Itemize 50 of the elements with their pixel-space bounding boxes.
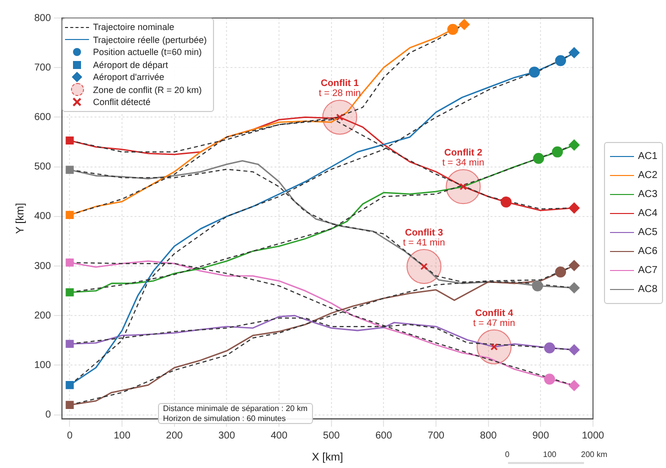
legend-label: AC1 bbox=[637, 150, 658, 164]
text: 0 bbox=[505, 450, 510, 459]
x-tick-label: 200 bbox=[166, 430, 184, 442]
x-tick-label: 500 bbox=[323, 430, 340, 442]
annotation: Distance minimale de séparation : 20 km bbox=[163, 404, 308, 414]
y-tick-label: 700 bbox=[34, 62, 52, 74]
x-tick-label: 600 bbox=[375, 430, 392, 442]
annotation: Conflit 4 t = 47 min bbox=[473, 308, 516, 329]
legend-label: AC6 bbox=[637, 245, 658, 259]
text: 200 km bbox=[581, 450, 608, 459]
legend-label: AC2 bbox=[637, 169, 658, 183]
x-tick-label: 900 bbox=[532, 430, 550, 442]
y-tick-label: 100 bbox=[34, 360, 52, 371]
legend-label: AC4 bbox=[637, 207, 658, 221]
y-tick-label: 500 bbox=[34, 162, 52, 173]
y-tick-label: 400 bbox=[34, 211, 52, 222]
text: 100 bbox=[543, 450, 556, 459]
y-tick-label: 0 bbox=[45, 410, 52, 421]
x-tick-label: 800 bbox=[480, 430, 498, 442]
x-tick-label: 700 bbox=[428, 430, 445, 442]
x-tick-label: 0 bbox=[66, 430, 73, 442]
x-tick-label: 400 bbox=[270, 430, 288, 442]
legend-label: Trajectoire réelle (perturbée) bbox=[92, 34, 207, 46]
y-tick-label: 600 bbox=[34, 112, 52, 123]
x-tick-label: 1000 bbox=[582, 430, 605, 442]
y-tick-label: 800 bbox=[34, 12, 52, 24]
legend-label: Position actuelle (t=60 min) bbox=[92, 46, 203, 58]
annotation: Horizon de simulation : 60 minutes bbox=[163, 414, 287, 423]
annotation: Conflit 3 t = 41 min bbox=[402, 228, 445, 249]
y-tick-label: 200 bbox=[34, 310, 52, 322]
x-tick-label: 300 bbox=[218, 430, 236, 442]
x-tick-label: 100 bbox=[114, 430, 131, 442]
point bbox=[460, 183, 467, 190]
point bbox=[336, 114, 344, 121]
point bbox=[420, 262, 428, 270]
legend-label: AC8 bbox=[637, 283, 658, 297]
legend-label: Aéroport d'arrivée bbox=[92, 71, 166, 84]
legend-label: AC5 bbox=[637, 226, 658, 240]
legend-label: Conflit détecté bbox=[92, 96, 152, 108]
legend-label: Aéroport de départ bbox=[92, 58, 170, 71]
point bbox=[490, 343, 498, 351]
legend-label: Trajectoire nominale bbox=[92, 21, 176, 34]
legend-label: Zone de conflit (R = 20 km) bbox=[92, 84, 203, 96]
y-axis-title: Y [km] bbox=[14, 202, 27, 234]
legend-label: AC3 bbox=[637, 188, 658, 202]
legend-label: AC7 bbox=[637, 264, 658, 278]
x-axis-title: X [km] bbox=[312, 451, 344, 464]
annotation: Conflit 1 t = 28 min bbox=[318, 78, 361, 100]
y-tick-label: 300 bbox=[34, 260, 52, 272]
annotation: Conflit 2 t = 34 min bbox=[442, 148, 484, 169]
